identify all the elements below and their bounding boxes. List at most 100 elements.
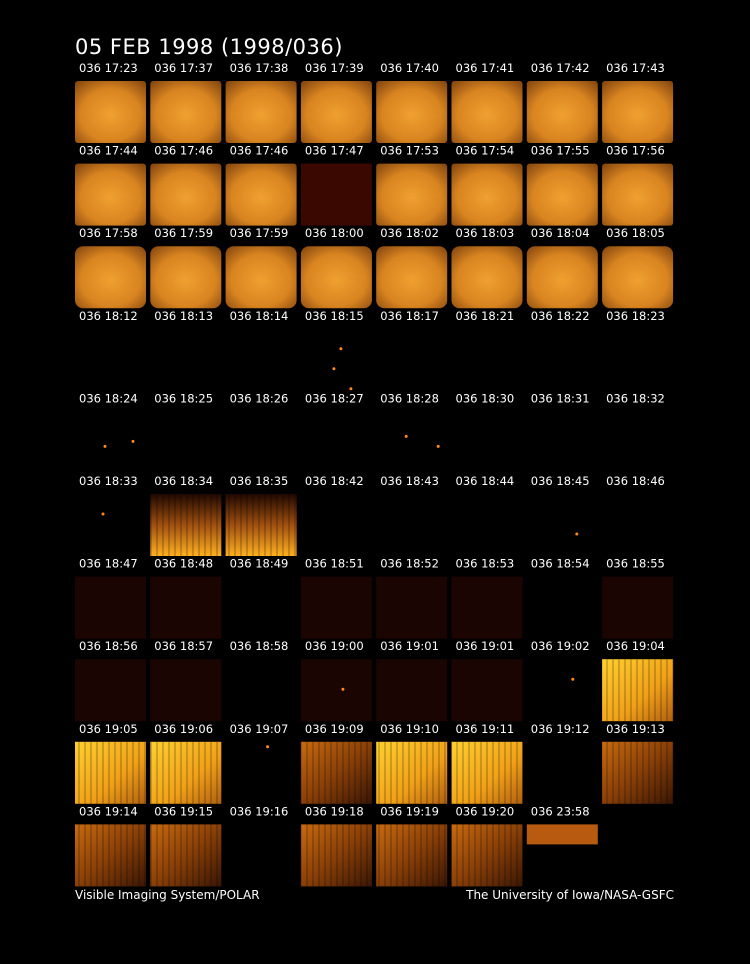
spot — [339, 347, 343, 351]
frame-image — [376, 246, 448, 309]
frame-label: 036 18:48 — [154, 557, 213, 571]
frame-label: 036 18:21 — [456, 309, 515, 323]
frame-label: 036 17:47 — [305, 144, 364, 158]
frame-label: 036 19:14 — [79, 804, 138, 818]
frame-streaks — [376, 741, 448, 804]
frame-label: 036 18:31 — [531, 391, 590, 405]
spot — [131, 439, 135, 443]
frame-label: 036 18:49 — [230, 557, 289, 571]
frame-image — [300, 81, 372, 143]
spot — [332, 367, 336, 371]
frame-label: 036 19:09 — [305, 722, 364, 736]
frame-label: 036 17:59 — [230, 226, 289, 240]
frame-streaks — [376, 824, 448, 887]
frame-label: 036 17:58 — [79, 226, 138, 240]
frame-label: 036 17:41 — [456, 61, 515, 75]
frame-label: 036 19:13 — [606, 722, 665, 736]
frame-label: 036 19:06 — [154, 722, 213, 736]
frame-streaks — [150, 741, 222, 804]
frame-image — [376, 576, 448, 639]
frame-label: 036 18:34 — [154, 474, 213, 488]
frame-image — [75, 246, 146, 309]
frame-label: 036 18:54 — [531, 557, 590, 571]
frame-label: 036 17:59 — [154, 226, 213, 240]
frame-image — [602, 81, 674, 143]
frame-image — [75, 163, 146, 226]
frame-label: 036 18:32 — [606, 391, 665, 405]
frame-image — [451, 659, 523, 722]
frame-image — [526, 81, 598, 143]
frame-image — [225, 163, 297, 226]
frame-label: 036 18:12 — [79, 309, 138, 323]
frame-label: 036 19:16 — [230, 804, 289, 818]
footer-left: Visible Imaging System/POLAR — [75, 888, 260, 902]
spot — [349, 387, 353, 391]
frame-label: 036 19:05 — [79, 722, 138, 736]
frame-image — [300, 576, 372, 639]
frame-label: 036 17:39 — [305, 61, 364, 75]
frame-image — [300, 163, 372, 226]
frame-label: 036 18:04 — [531, 226, 590, 240]
frame-image — [526, 246, 598, 309]
spot — [575, 532, 579, 536]
frame-image — [376, 81, 448, 143]
frame-label: 036 18:30 — [456, 391, 515, 405]
frame-label: 036 18:22 — [531, 309, 590, 323]
frame-label: 036 18:15 — [305, 309, 364, 323]
frame-label: 036 18:44 — [456, 474, 515, 488]
frame-label: 036 17:55 — [531, 144, 590, 158]
frame-streaks — [300, 824, 372, 887]
frame-image — [225, 81, 297, 143]
frame-label: 036 19:20 — [456, 804, 515, 818]
frame-label: 036 18:53 — [456, 557, 515, 571]
frame-label: 036 18:26 — [230, 391, 289, 405]
spot — [101, 512, 105, 516]
frame-label: 036 17:40 — [380, 61, 439, 75]
frame-image — [451, 576, 523, 639]
frame-label: 036 18:51 — [305, 557, 364, 571]
frame-streaks — [225, 494, 297, 556]
frame-streaks — [75, 741, 146, 804]
spot — [571, 677, 575, 681]
frame-label: 036 18:52 — [380, 557, 439, 571]
frame-label: 036 18:55 — [606, 557, 665, 571]
frame-image — [451, 246, 523, 309]
frame-image — [376, 163, 448, 226]
frame-image — [75, 576, 146, 639]
frame-label: 036 18:47 — [79, 557, 138, 571]
frame-label: 036 19:04 — [606, 639, 665, 653]
frame-label: 036 17:54 — [456, 144, 515, 158]
frame-label: 036 19:07 — [230, 722, 289, 736]
frame-label: 036 17:43 — [606, 61, 665, 75]
frame-label: 036 19:01 — [456, 639, 515, 653]
frame-label: 036 19:10 — [380, 722, 439, 736]
page-title: 05 FEB 1998 (1998/036) — [75, 35, 343, 59]
frame-image — [451, 163, 523, 226]
frame-label: 036 18:57 — [154, 639, 213, 653]
frame-image — [300, 659, 372, 722]
frame-streaks — [602, 741, 674, 804]
frame-image — [150, 81, 222, 143]
frame-label: 036 17:56 — [606, 144, 665, 158]
frame-label: 036 19:02 — [531, 639, 590, 653]
spot — [341, 687, 345, 691]
frame-label: 036 23:58 — [531, 804, 590, 818]
frame-image — [150, 163, 222, 226]
frame-streaks — [451, 824, 523, 887]
spot — [103, 444, 107, 448]
frame-label: 036 17:38 — [230, 61, 289, 75]
frame-image — [225, 246, 297, 309]
frame-label: 036 18:28 — [380, 391, 439, 405]
frame-label: 036 18:23 — [606, 309, 665, 323]
frame-streaks — [602, 659, 674, 722]
frame-image — [602, 246, 674, 309]
frame-label: 036 18:58 — [230, 639, 289, 653]
frame-image — [451, 81, 523, 143]
frame-label: 036 18:56 — [79, 639, 138, 653]
frame-label: 036 19:11 — [456, 722, 515, 736]
frame-image — [376, 659, 448, 722]
frame-image — [75, 659, 146, 722]
frame-label: 036 17:23 — [79, 61, 138, 75]
